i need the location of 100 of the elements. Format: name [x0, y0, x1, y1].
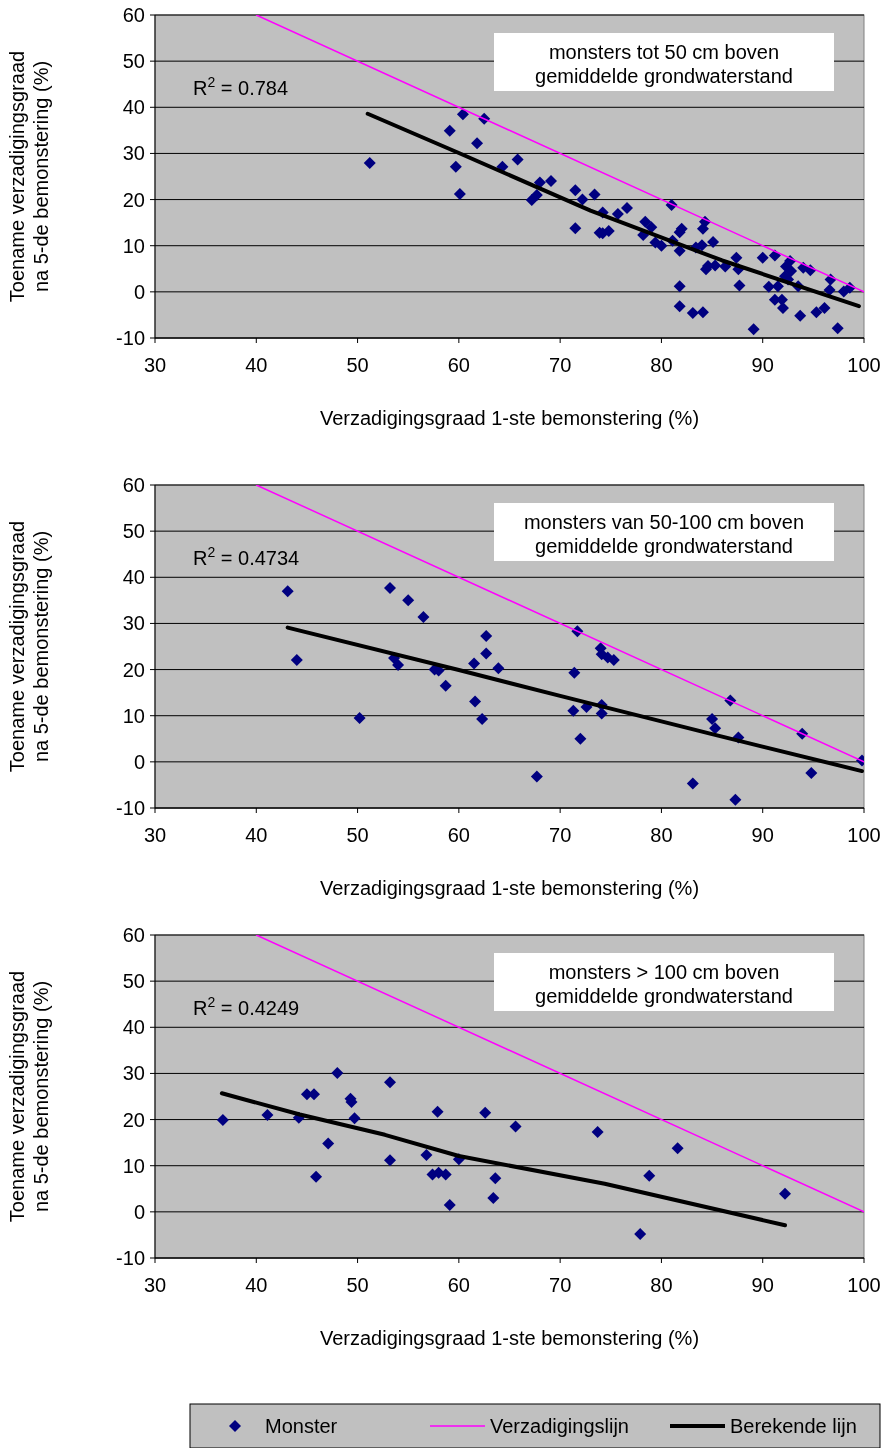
point	[686, 777, 699, 790]
point	[261, 1108, 274, 1121]
y-tick-label: 20	[122, 188, 145, 211]
x-tick-label: 40	[245, 824, 268, 846]
point	[591, 1126, 604, 1139]
point	[348, 1112, 361, 1125]
y-tick-label: 50	[122, 520, 145, 543]
x-tick-label: 100	[847, 824, 881, 846]
y-tick-label: 30	[122, 1062, 145, 1085]
y-tick-label: 60	[122, 4, 145, 26]
y-tick-label: 0	[133, 1200, 145, 1223]
point	[417, 610, 430, 623]
point	[383, 581, 396, 594]
text-box: monsters > 100 cm boven gemiddelde grondwaterstand	[494, 953, 834, 1011]
point	[479, 1106, 492, 1119]
point	[476, 712, 489, 725]
point	[567, 704, 580, 717]
y-tick-label: 20	[122, 658, 145, 681]
y-tick-label: -10	[116, 327, 145, 349]
y-tick-label: 20	[122, 1108, 145, 1131]
point	[383, 1076, 396, 1089]
legend-label: Monster	[265, 1415, 338, 1437]
x-axis-title: Verzadigingsgraad 1-ste bemonstering (%)	[319, 1327, 700, 1349]
y-tick-label: 60	[122, 474, 145, 496]
point	[281, 585, 294, 598]
x-tick-label: 70	[549, 1274, 572, 1296]
point	[805, 766, 818, 779]
text-box: monsters tot 50 cm boven gemiddelde grondwaterstand	[494, 33, 834, 91]
x-tick-label: 50	[346, 1274, 369, 1296]
point	[402, 594, 415, 607]
point	[574, 732, 587, 745]
point	[443, 1198, 456, 1211]
legend-label: Verzadigingslijn	[490, 1415, 629, 1437]
y-tick-label: 50	[122, 50, 145, 73]
point	[634, 1228, 647, 1241]
point	[322, 1137, 335, 1150]
y-tick-label: 10	[122, 234, 145, 257]
x-axis-title: Verzadigingsgraad 1-ste bemonstering (%)	[319, 407, 700, 429]
point	[310, 1170, 323, 1183]
x-tick-label: 100	[847, 354, 881, 376]
point	[568, 666, 581, 679]
text-box: monsters van 50-100 cm boven gemiddelde grondwaterstand	[494, 503, 834, 561]
point	[706, 712, 719, 725]
point	[530, 770, 543, 783]
annotation: R$^{2}$ = 0.4734	[193, 544, 300, 569]
y-tick-label: -10	[116, 797, 145, 819]
point	[492, 662, 505, 675]
y-tick-label: 0	[133, 280, 145, 303]
x-tick-label: 60	[447, 354, 470, 376]
x-tick-label: 80	[650, 354, 673, 376]
point	[480, 629, 493, 642]
point	[509, 1120, 522, 1133]
y-tick-label: 30	[122, 142, 145, 165]
y-tick-label: 10	[122, 1154, 145, 1177]
x-tick-label: 70	[549, 824, 572, 846]
point	[489, 1172, 502, 1185]
y-tick-label: 60	[122, 924, 145, 946]
point	[779, 1187, 791, 1200]
y-axis-title: Toename verzadigingsgraad na 5-de bemonstering (%)	[6, 520, 52, 773]
y-axis-title: Toename verzadigingsgraad na 5-de bemonstering (%)	[6, 50, 52, 303]
point	[290, 653, 303, 666]
y-tick-label: 10	[122, 704, 145, 727]
point	[353, 712, 366, 725]
y-tick-label: 50	[122, 970, 145, 993]
x-tick-label: 50	[346, 824, 369, 846]
x-tick-label: 90	[751, 824, 774, 846]
point	[420, 1149, 433, 1162]
point	[671, 1142, 684, 1155]
y-tick-label: 40	[122, 566, 145, 589]
x-tick-label: 60	[447, 1274, 470, 1296]
x-tick-label: 40	[245, 1274, 268, 1296]
y-tick-label: 0	[133, 750, 145, 773]
annotation: monsters van 50-100 cm boven gemiddelde grondwaterstand	[523, 511, 805, 557]
y-axis-title: Toename verzadigingsgraad na 5-de bemonstering (%)	[6, 970, 52, 1223]
point	[331, 1066, 344, 1079]
x-tick-label: 50	[346, 354, 369, 376]
x-tick-label: 90	[751, 354, 774, 376]
point	[431, 1105, 444, 1118]
annotation: R$^{2}$ = 0.784	[193, 74, 289, 99]
annotation: monsters tot 50 cm boven gemiddelde grondwaterstand	[535, 41, 793, 87]
point	[392, 658, 405, 671]
point	[469, 695, 482, 708]
legend-label: Berekende lijn	[730, 1415, 857, 1437]
point	[729, 793, 742, 806]
point	[468, 657, 481, 670]
x-tick-label: 70	[549, 354, 572, 376]
point	[487, 1192, 500, 1205]
x-tick-label: 90	[751, 1274, 774, 1296]
x-tick-label: 60	[447, 824, 470, 846]
annotation: R$^{2}$ = 0.4249	[193, 994, 300, 1019]
y-tick-label: 40	[122, 96, 145, 119]
y-tick-label: 30	[122, 612, 145, 635]
point	[643, 1169, 656, 1182]
annotation: monsters > 100 cm boven gemiddelde grondwaterstand	[535, 961, 793, 1007]
y-tick-label: -10	[116, 1247, 145, 1269]
y-tick-label: 40	[122, 1016, 145, 1039]
x-tick-label: 40	[245, 354, 268, 376]
point	[439, 679, 452, 692]
x-axis-title: Verzadigingsgraad 1-ste bemonstering (%)	[319, 877, 700, 899]
x-tick-label: 80	[650, 824, 673, 846]
